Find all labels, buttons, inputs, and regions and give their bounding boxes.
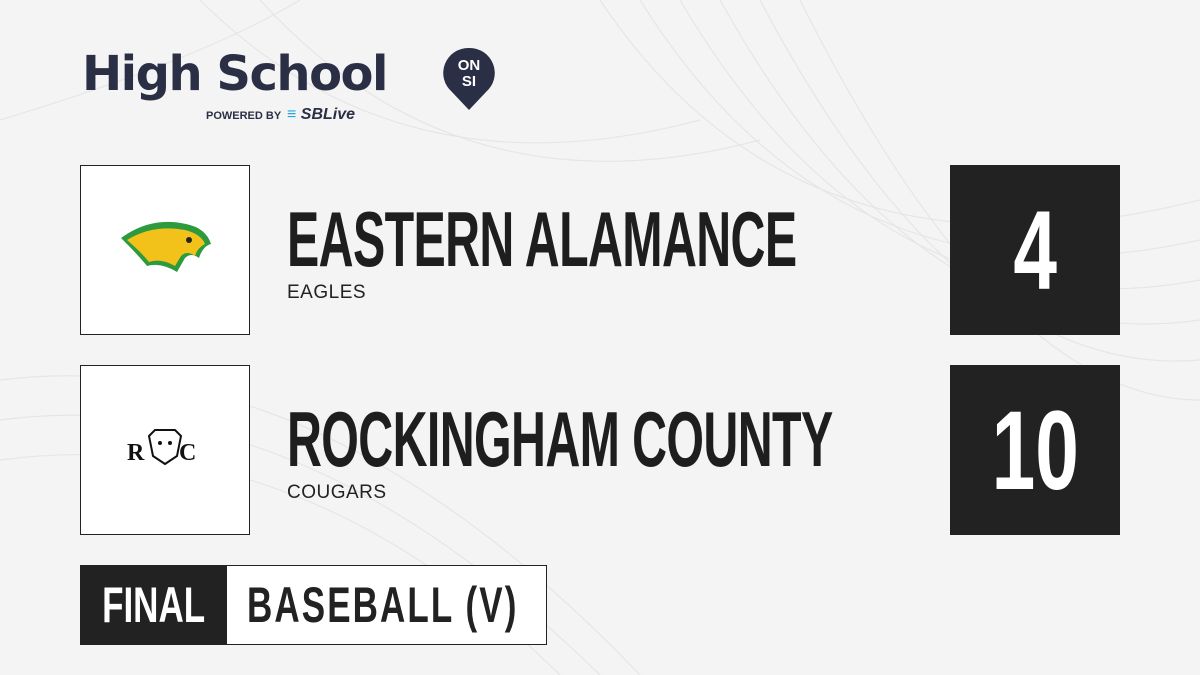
score-value-home: 4	[1013, 187, 1057, 313]
eagle-logo	[121, 221, 211, 272]
partner-name: SBLive	[300, 106, 356, 123]
badge-top: ON	[458, 57, 481, 74]
game-status-bar: FINAL BASEBALL (V)	[80, 565, 547, 645]
status-label: FINAL	[102, 577, 206, 633]
brand-title: High School	[82, 46, 388, 102]
sblive-logo: ≡ SBLive	[287, 106, 355, 124]
team-logo-box-home	[80, 165, 250, 335]
team-mascot-home: EAGLES	[287, 282, 367, 303]
score-away: 10	[950, 365, 1120, 535]
score-home: 4	[950, 165, 1120, 335]
rc-cougar-logo: R C	[127, 429, 196, 466]
team-mascot-away: COUGARS	[287, 482, 387, 503]
sport-label-box: BASEBALL (V)	[227, 566, 635, 644]
on-si-pin-icon: ON SI	[443, 47, 495, 110]
sport-label: BASEBALL (V)	[247, 577, 519, 633]
score-value-away: 10	[991, 387, 1079, 513]
powered-by: POWERED BY	[206, 110, 282, 122]
badge-bottom: SI	[462, 73, 476, 90]
sblive-mark-icon: ≡	[287, 106, 297, 123]
final-badge: FINAL	[81, 566, 227, 644]
team-name-away: ROCKINGHAM COUNTY	[287, 395, 833, 483]
svg-text:C: C	[179, 440, 196, 466]
svg-text:R: R	[127, 440, 145, 466]
team-logo-box-away: R C	[80, 365, 250, 535]
team-name-home: EASTERN ALAMANCE	[287, 195, 797, 283]
